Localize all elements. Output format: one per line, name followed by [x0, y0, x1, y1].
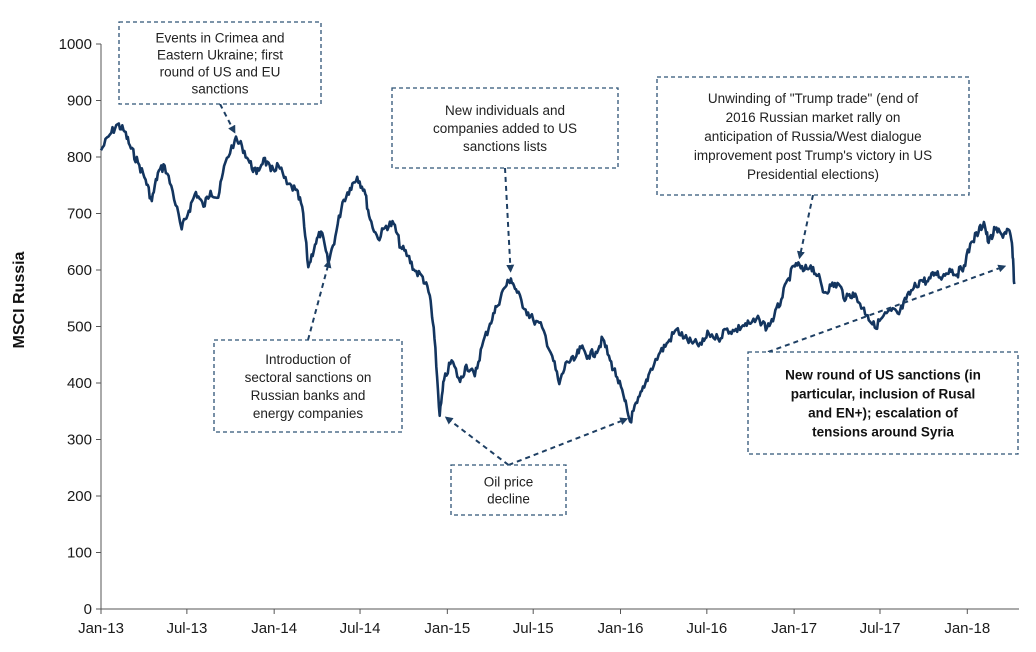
annotation-text-line: energy companies [253, 406, 364, 421]
annotation-text-line: Introduction of [265, 352, 351, 367]
annotation-text-line: Russian banks and [251, 388, 366, 403]
x-tick-label: Jan-13 [78, 620, 124, 637]
annotation-text-line: sanctions lists [463, 139, 547, 154]
annotation-box [747, 351, 1019, 455]
y-tick-label: 800 [67, 149, 92, 166]
annotation-text-line: 2016 Russian market rally on [726, 110, 901, 125]
y-axis: 0 100 200 300 400 500 600 700 800 900 1000 [59, 36, 102, 618]
annotation-text-line: improvement post Trump's victory in US [694, 148, 932, 163]
annotation-text-line: tensions around Syria [812, 425, 954, 440]
y-axis-title: MSCI Russia [11, 251, 28, 348]
y-tick-label: 500 [67, 319, 92, 336]
annotation-text-line: Eastern Ukraine; first [157, 48, 283, 63]
y-tick-label: 400 [67, 375, 92, 392]
annotation-text-line: decline [487, 492, 530, 507]
annotation-arrow [307, 259, 332, 341]
annotation-arrow [508, 417, 629, 466]
annotation-layer: Events in Crimea and Eastern Ukraine; fir… [118, 21, 1019, 516]
annotation-text-line: anticipation of Russia/West dialogue [704, 129, 921, 144]
x-tick-label: Jul-15 [513, 620, 554, 637]
series-line [99, 122, 1016, 424]
annotation-arrow [219, 103, 236, 134]
x-tick-label: Jul-13 [166, 620, 207, 637]
annotation-text-line: Events in Crimea and [155, 31, 284, 46]
y-tick-label: 0 [84, 601, 92, 618]
x-axis: Jan-13 Jul-13 Jan-14 Jul-14 Jan-15 Jul-15 Jan-… [78, 608, 1019, 637]
x-tick-label: Jan-17 [771, 620, 817, 637]
annotation-oil: Oil price decline [444, 416, 629, 516]
series-layer [99, 122, 1016, 424]
x-tick-label: Jul-17 [860, 620, 901, 637]
annotation-box [391, 87, 619, 169]
y-tick-label: 100 [67, 545, 92, 562]
annotation-box [656, 76, 970, 196]
annotation-trump: Unwinding of "Trump trade" (end of 2016 R… [656, 76, 970, 260]
annotation-arrow [796, 194, 814, 260]
annotation-arrow [504, 167, 515, 273]
annotation-text-line: sanctions [191, 82, 248, 97]
x-tick-label: Jul-14 [340, 620, 381, 637]
x-tick-label: Jan-14 [251, 620, 297, 637]
y-tick-label: 200 [67, 488, 92, 505]
annotation-box [118, 21, 322, 105]
annotation-text-line: companies added to US [433, 121, 577, 136]
annotation-crimea: Events in Crimea and Eastern Ukraine; fir… [118, 21, 322, 134]
annotation-text-line: sectoral sanctions on [245, 370, 372, 385]
x-tick-label: Jan-18 [944, 620, 990, 637]
annotation-text-line: Presidential elections) [747, 167, 879, 182]
x-tick-label: Jan-16 [598, 620, 644, 637]
x-tick-label: Jul-16 [686, 620, 727, 637]
y-tick-label: 900 [67, 93, 92, 110]
annotation-new-individuals: New individuals and companies added to US… [391, 87, 619, 273]
annotation-sectoral: Introduction of sectoral sanctions on Russ… [213, 259, 403, 433]
x-tick-label: Jan-15 [424, 620, 470, 637]
annotation-text-line: Oil price [484, 475, 534, 490]
y-tick-label: 600 [67, 262, 92, 279]
annotation-arrow [444, 416, 510, 466]
y-tick-label: 1000 [59, 36, 92, 53]
annotation-new-round: New round of US sanctions (in particular,… [747, 264, 1019, 455]
annotation-text-line: and EN+); escalation of [808, 406, 958, 421]
annotation-text-line: New individuals and [445, 103, 565, 118]
y-tick-label: 700 [67, 206, 92, 223]
annotation-text-line: New round of US sanctions (in [785, 368, 981, 383]
annotation-text-line: particular, inclusion of Rusal [791, 387, 976, 402]
y-tick-label: 300 [67, 432, 92, 449]
annotation-box [213, 339, 403, 433]
annotation-box [450, 464, 567, 516]
annotation-arrow [767, 264, 1007, 353]
annotation-text-line: Unwinding of "Trump trade" (end of [708, 91, 918, 106]
annotation-text-line: round of US and EU [160, 65, 281, 80]
